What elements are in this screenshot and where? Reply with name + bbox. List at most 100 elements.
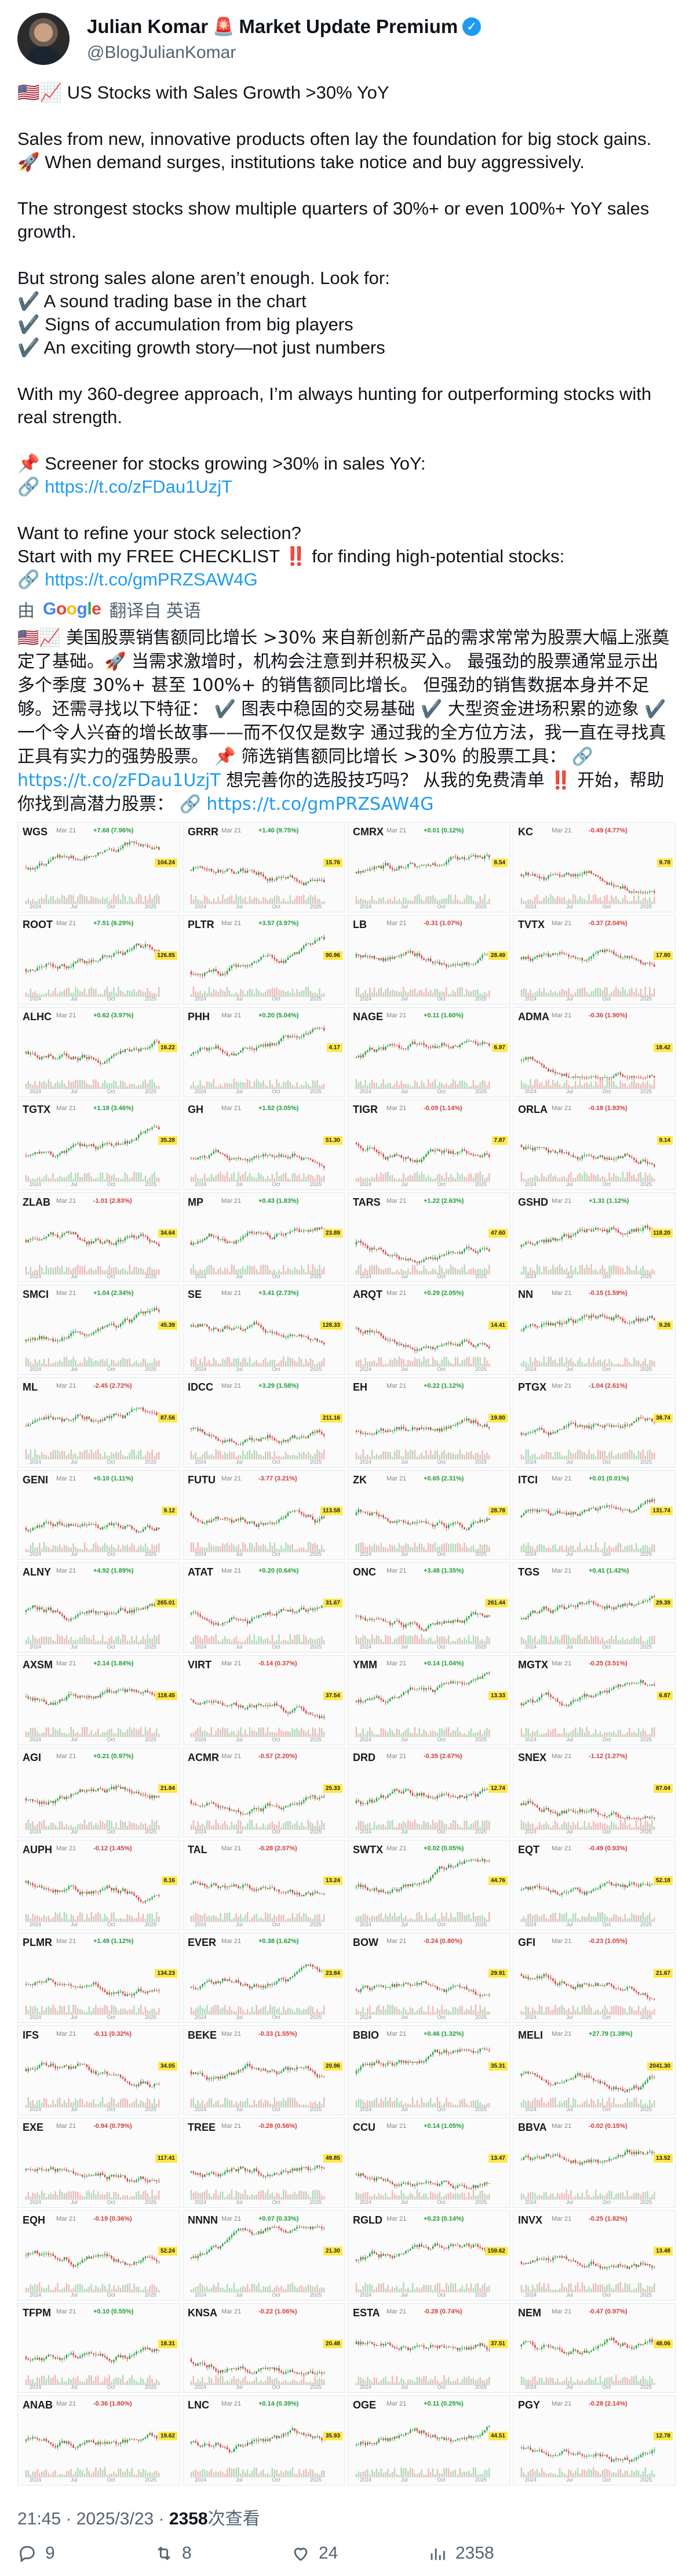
- candle-body: [45, 1056, 48, 1058]
- x-tick-label: Oct: [602, 1089, 611, 1094]
- volume-bar: [294, 898, 296, 904]
- volume-bar: [396, 991, 398, 997]
- volume-bar: [72, 1268, 74, 1275]
- candle-body: [224, 1239, 226, 1242]
- translated-screener-link[interactable]: 🔗 https://t.co/zFDau1UzjT: [17, 747, 594, 791]
- candle-body: [70, 1232, 72, 1234]
- candle-body: [113, 953, 115, 956]
- candle-body: [637, 1319, 640, 1322]
- volume-bar: [111, 1360, 112, 1367]
- candle-body: [577, 1156, 579, 1159]
- volume-bar: [367, 1177, 369, 1182]
- candle-body: [129, 842, 130, 845]
- candle-body: [65, 1150, 68, 1153]
- candle-body: [226, 1440, 228, 1442]
- volume-bar: [280, 1360, 282, 1367]
- candle-body: [360, 1330, 362, 1333]
- translated-checklist-link[interactable]: 🔗 https://t.co/gmPRZSAW4G: [179, 794, 434, 814]
- volume-bar: [242, 1082, 244, 1090]
- author-handle[interactable]: @BlogJulianKomar: [87, 43, 236, 62]
- volume-bar: [534, 1175, 536, 1182]
- stock-chart-grid-image[interactable]: WGS Mar 21 +7.68 (7.96%) 104.24 2024 Jul Oct 20…: [17, 822, 676, 2486]
- volume-bar: [520, 1080, 523, 1090]
- volume-bar: [393, 1178, 396, 1182]
- volume-bar: [115, 1178, 117, 1182]
- candle-body: [25, 1155, 27, 1156]
- volume-bar: [43, 994, 45, 997]
- candle-body: [477, 1043, 479, 1045]
- volume-bar: [158, 1177, 160, 1182]
- screener-link[interactable]: 🔗 https://t.co/zFDau1UzjT: [17, 476, 233, 497]
- candle-body: [81, 1055, 83, 1058]
- translated-from-label[interactable]: 翻译自 英语: [109, 602, 201, 621]
- candle-body: [642, 1159, 644, 1161]
- candle-body: [647, 1225, 648, 1228]
- volume-bar: [601, 1079, 604, 1090]
- candle-body: [371, 1247, 373, 1250]
- volume-bar: [436, 1086, 439, 1090]
- volume-bar: [454, 1268, 457, 1275]
- chart-ticker: TIGR: [353, 1104, 378, 1115]
- volume-bar: [611, 992, 612, 997]
- volume-bar: [233, 1451, 235, 1460]
- candle-body: [355, 1057, 358, 1058]
- candle-body: [575, 1320, 577, 1323]
- candle-body: [484, 1247, 486, 1249]
- volume-bar: [301, 1265, 302, 1275]
- author-title[interactable]: Market Update Premium: [239, 16, 458, 37]
- volume-bar: [538, 1178, 541, 1182]
- volume-bar: [572, 1086, 574, 1090]
- chart-ticker: TARS: [353, 1196, 381, 1208]
- volume-bar: [541, 1272, 543, 1275]
- volume-bar: [228, 1357, 231, 1367]
- chart-ticker: ZLAB: [23, 1196, 50, 1208]
- checklist-link[interactable]: 🔗 https://t.co/gmPRZSAW4G: [17, 569, 258, 590]
- volume-bar: [235, 992, 237, 997]
- volume-bar: [213, 1456, 215, 1460]
- candle-body: [93, 1332, 94, 1334]
- candle-body: [622, 886, 624, 889]
- volume-bar: [276, 1271, 278, 1275]
- volume-bar: [448, 994, 450, 997]
- volume-bar: [124, 896, 126, 904]
- candle-body: [362, 1242, 364, 1245]
- stock-chart-tars: TARS Mar 21 +1.22 (2.63%) 47.60 2024 Jul Oct 20…: [348, 1192, 510, 1283]
- candle-body: [362, 871, 364, 873]
- candle-body: [466, 1247, 468, 1249]
- candle-body: [206, 1325, 208, 1327]
- candle-body: [287, 957, 289, 960]
- volume-bar: [99, 899, 101, 904]
- candle-body: [319, 879, 320, 881]
- candle-body: [260, 956, 262, 960]
- candle-body: [597, 951, 599, 954]
- candle-body: [432, 1257, 434, 1259]
- volume-bar: [138, 1451, 140, 1460]
- volume-bar: [30, 1362, 31, 1367]
- candle-body: [477, 1251, 479, 1253]
- volume-bar: [43, 1359, 45, 1367]
- candle-body: [215, 1236, 217, 1238]
- candle-body: [380, 1333, 382, 1336]
- candle-body: [619, 1232, 622, 1234]
- candle-body: [95, 1147, 97, 1149]
- candle-body: [608, 1229, 610, 1232]
- volume-bar: [30, 1267, 31, 1275]
- volume-bar: [566, 1178, 567, 1182]
- volume-bar: [369, 900, 371, 904]
- candle-body: [642, 963, 644, 965]
- candle-body: [566, 1074, 567, 1076]
- candle-body: [253, 1156, 255, 1159]
- candle-body: [278, 1334, 280, 1336]
- volume-bar: [583, 1267, 585, 1275]
- author-name[interactable]: Julian Komar: [87, 16, 209, 37]
- volume-bar: [39, 1264, 41, 1275]
- tweet-header: Julian Komar 🚨 Market Update Premium ✓ @…: [17, 13, 676, 65]
- candle-body: [561, 876, 563, 877]
- avatar[interactable]: [17, 13, 70, 65]
- candle-body: [590, 1229, 592, 1232]
- volume-bar: [226, 1357, 228, 1367]
- volume-bar: [276, 895, 278, 904]
- candle-body: [246, 1327, 249, 1329]
- author-name-line[interactable]: Julian Komar 🚨 Market Update Premium ✓: [87, 15, 482, 38]
- candle-body: [50, 1232, 52, 1234]
